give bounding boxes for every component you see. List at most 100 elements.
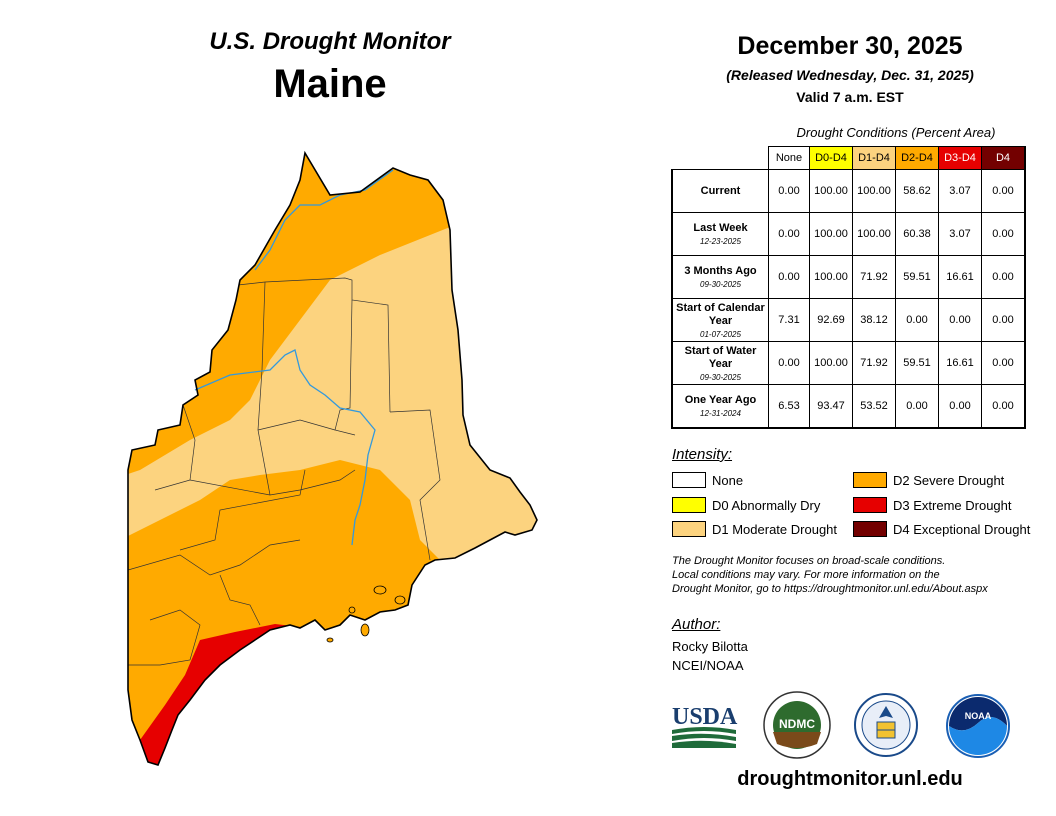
table-cell: 59.51 [895, 255, 939, 299]
monitor-title: U.S. Drought Monitor [209, 28, 451, 55]
noaa-logo-text: NOAA [965, 711, 992, 721]
ndmc-logo: NDMC [763, 691, 831, 759]
table-cell: 3.07 [938, 169, 982, 213]
table-cell: 0.00 [938, 298, 982, 342]
table-cell: 16.61 [938, 341, 982, 385]
legend-swatch [672, 472, 706, 488]
disclaimer-note: The Drought Monitor focuses on broad-sca… [672, 554, 1052, 596]
row-date: 09-30-2025 [700, 280, 741, 289]
table-cell: 53.52 [852, 384, 896, 429]
table-row: 3 Months Ago 09-30-2025 0.00 100.00 71.92… [671, 255, 1026, 299]
table-cell: 100.00 [809, 169, 853, 213]
footer-url: droughtmonitor.unl.edu [737, 768, 963, 790]
col-header-d1: D1-D4 [852, 146, 896, 170]
legend-label: D2 Severe Drought [893, 472, 1005, 488]
state-title: Maine [273, 62, 387, 106]
map-title-block: U.S. Drought Monitor Maine [180, 28, 480, 107]
table-cell: 60.38 [895, 212, 939, 256]
usda-logo: USDA [672, 704, 738, 748]
usda-logo-text: USDA [672, 704, 738, 730]
col-header-none: None [768, 146, 810, 170]
legend-item-d2: D2 Severe Drought [853, 472, 1004, 488]
row-date: 12-31-2024 [700, 409, 741, 418]
row-date: 01-07-2025 [700, 329, 741, 339]
table-cell: 0.00 [768, 169, 810, 213]
noaa-logo: NOAA [946, 694, 1010, 758]
table-cell: 7.31 [768, 298, 810, 342]
table-cell: 100.00 [809, 341, 853, 385]
col-header-d4: D4 [981, 146, 1026, 170]
row-label: 3 Months Ago [684, 265, 757, 277]
d1-area [128, 200, 537, 560]
table-cell: 0.00 [768, 255, 810, 299]
table-cell: 59.51 [895, 341, 939, 385]
maine-drought-map [127, 150, 538, 766]
table-cell: 16.61 [938, 255, 982, 299]
author-name: Rocky Bilotta [672, 639, 748, 654]
conditions-table: None D0-D4 D1-D4 D2-D4 D3-D4 D4 Current … [671, 146, 1026, 429]
author-block: Rocky Bilotta NCEI/NOAA [672, 637, 748, 675]
row-label: Start of Calendar Year [676, 301, 765, 327]
row-label: Last Week [693, 222, 748, 234]
note-line: Local conditions may vary. For more info… [672, 569, 940, 581]
col-header-d0: D0-D4 [809, 146, 853, 170]
table-cell: 100.00 [809, 212, 853, 256]
conditions-caption: Drought Conditions (Percent Area) [796, 125, 996, 140]
row-label: One Year Ago [684, 394, 757, 406]
table-cell: 0.00 [981, 212, 1026, 256]
table-cell: 0.00 [895, 384, 939, 429]
table-cell: 3.07 [938, 212, 982, 256]
table-row: Start of Water Year 09-30-2025 0.00 100.0… [671, 341, 1026, 385]
table-cell: 0.00 [981, 169, 1026, 213]
table-cell: 58.62 [895, 169, 939, 213]
row-label: Current [700, 184, 741, 197]
county-lines [128, 277, 441, 666]
map-date: December 30, 2025 [737, 32, 963, 60]
table-cell: 93.47 [809, 384, 853, 429]
table-cell: 92.69 [809, 298, 853, 342]
legend-item-none: None [672, 472, 743, 488]
table-cell: 100.00 [852, 169, 896, 213]
table-header-row: None D0-D4 D1-D4 D2-D4 D3-D4 D4 [672, 146, 1026, 170]
legend-label: None [712, 472, 744, 488]
table-cell: 100.00 [809, 255, 853, 299]
row-label: Start of Water Year [684, 344, 757, 370]
table-row: Start of Calendar Year 01-07-2025 7.31 92… [671, 298, 1026, 342]
valid-time: Valid 7 a.m. EST [796, 89, 904, 105]
doc-seal-logo [854, 693, 918, 757]
legend-label: D1 Moderate Drought [712, 521, 838, 537]
note-line: The Drought Monitor focuses on broad-sca… [672, 555, 946, 567]
author-title: Author: [672, 616, 721, 633]
legend-swatch [853, 521, 887, 537]
legend-label: D4 Exceptional Drought [893, 521, 1031, 537]
drought-areas [128, 153, 537, 765]
legend-swatch [853, 497, 887, 513]
author-org: NCEI/NOAA [672, 658, 744, 673]
table-cell: 0.00 [768, 212, 810, 256]
legend-swatch [853, 472, 887, 488]
legend-label: D3 Extreme Drought [893, 497, 1012, 513]
table-cell: 71.92 [852, 341, 896, 385]
col-header-d2: D2-D4 [895, 146, 939, 170]
legend-swatch [672, 497, 706, 513]
table-cell: 38.12 [852, 298, 896, 342]
legend-label: D0 Abnormally Dry [712, 497, 821, 513]
col-header-d3: D3-D4 [938, 146, 982, 170]
ndmc-logo-text: NDMC [779, 717, 815, 731]
row-date: 12-23-2025 [700, 237, 741, 246]
note-line: Drought Monitor, go to https://droughtmo… [672, 583, 988, 595]
coastal-islands [326, 585, 406, 643]
legend-item-d3: D3 Extreme Drought [853, 497, 1012, 513]
row-date: 09-30-2025 [700, 372, 741, 382]
table-cell: 0.00 [981, 341, 1026, 385]
state-outline [127, 150, 538, 766]
legend-swatch [672, 521, 706, 537]
table-cell: 0.00 [981, 384, 1026, 429]
table-row: Last Week 12-23-2025 0.00 100.00 100.00 6… [671, 212, 1026, 256]
table-cell: 0.00 [938, 384, 982, 429]
release-date: (Released Wednesday, Dec. 31, 2025) [726, 67, 974, 83]
legend-item-d1: D1 Moderate Drought [672, 521, 837, 537]
legend-title: Intensity: [672, 446, 733, 463]
table-cell: 6.53 [768, 384, 810, 429]
table-cell: 100.00 [852, 212, 896, 256]
